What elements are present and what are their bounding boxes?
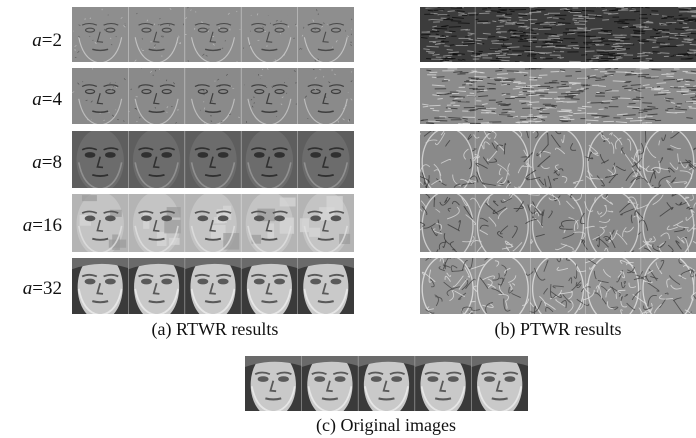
- face-thumbnail: [184, 68, 242, 124]
- face-thumbnail: [128, 68, 185, 124]
- face-thumbnail: [128, 7, 185, 62]
- face-thumbnail: [471, 356, 528, 411]
- ptwr-strip-a8: [420, 131, 696, 188]
- face-thumbnail: [358, 356, 415, 411]
- rtwr-strip-a32: [72, 258, 354, 314]
- rtwr-strip-a8: [72, 131, 354, 188]
- rtwr-strip-a2: [72, 7, 354, 62]
- row-label-value: 32: [43, 278, 62, 299]
- face-thumbnail: [72, 194, 129, 252]
- row-label-var: a: [32, 30, 42, 51]
- face-thumbnail: [297, 7, 354, 62]
- caption-original: (c) Original images: [316, 415, 456, 435]
- face-thumbnail: [184, 194, 242, 252]
- row-label-value: 16: [43, 215, 62, 236]
- face-thumbnail: [301, 356, 359, 411]
- row-label-a2: a=2: [32, 30, 63, 51]
- row-label-a8: a=8: [32, 152, 63, 173]
- face-thumbnail: [128, 194, 185, 252]
- face-thumbnail: [297, 131, 354, 188]
- face-thumbnail: [72, 68, 129, 124]
- face-thumbnail: [128, 131, 185, 188]
- face-thumbnail: [241, 68, 298, 124]
- row-label-a4: a=4: [32, 89, 63, 110]
- face-thumbnail: [184, 7, 242, 62]
- ptwr-strip-a2: [420, 7, 696, 62]
- row-label-var: a: [32, 152, 42, 173]
- face-thumbnail: [297, 194, 354, 252]
- face-thumbnail: [241, 258, 298, 314]
- row-label-var: a: [32, 89, 42, 110]
- face-thumbnail: [297, 258, 354, 314]
- face-thumbnail: [241, 7, 298, 62]
- caption-rtwr: (a) RTWR results: [151, 319, 279, 339]
- caption-ptwr: (b) PTWR results: [494, 319, 622, 339]
- rtwr-strip-a16: [72, 194, 354, 252]
- face-thumbnail: [241, 131, 298, 188]
- ptwr-strip-a16: [420, 194, 696, 252]
- row-label-a32: a=32: [22, 278, 62, 299]
- face-thumbnail: [297, 68, 354, 124]
- ptwr-strip-a4: [420, 68, 696, 124]
- face-thumbnail: [245, 356, 302, 411]
- face-thumbnail: [72, 258, 129, 314]
- row-label-a16: a=16: [22, 215, 62, 236]
- face-thumbnail: [414, 356, 472, 411]
- row-label-var: a: [22, 278, 33, 299]
- face-thumbnail: [241, 194, 298, 252]
- rtwr-strip-a4: [72, 68, 354, 124]
- row-label-value: 8: [52, 152, 63, 173]
- face-thumbnail: [128, 258, 185, 314]
- face-thumbnail: [184, 258, 242, 314]
- row-label-value: 4: [52, 89, 63, 110]
- face-thumbnail: [72, 131, 129, 188]
- row-label-value: 2: [52, 30, 63, 51]
- row-label-var: a: [22, 215, 33, 236]
- face-thumbnail: [72, 7, 129, 62]
- ptwr-strip-a32: [420, 258, 696, 314]
- original-strip: [245, 356, 528, 411]
- face-thumbnail: [184, 131, 242, 188]
